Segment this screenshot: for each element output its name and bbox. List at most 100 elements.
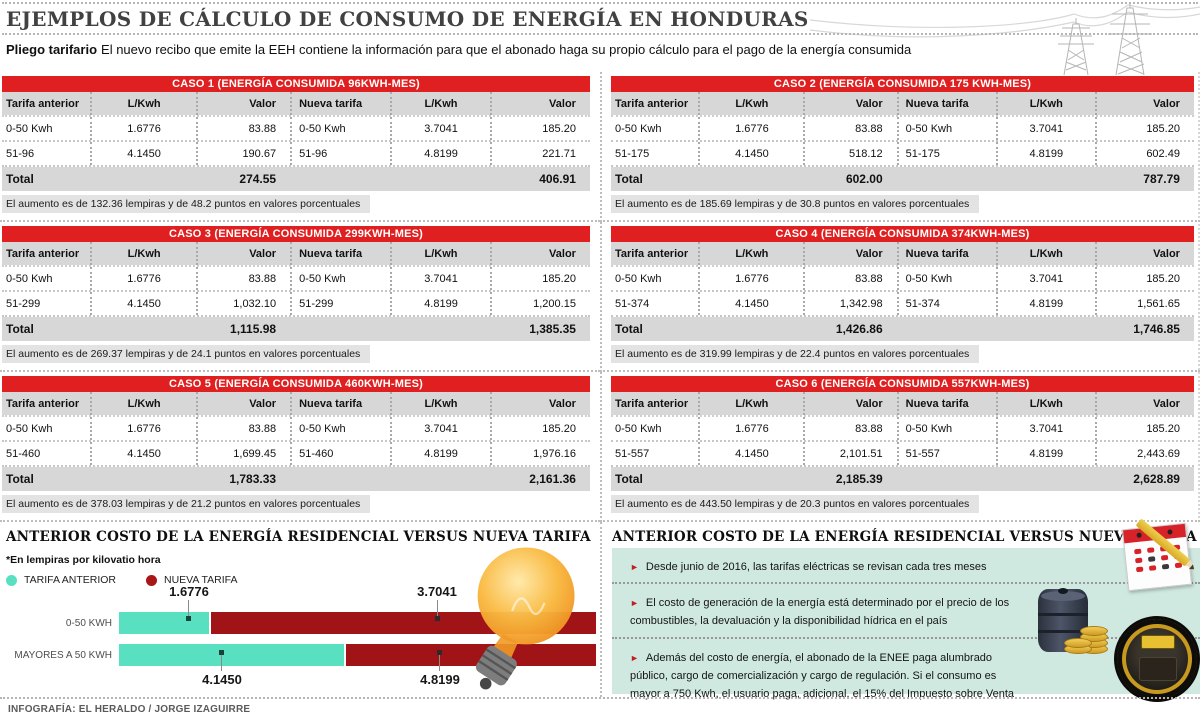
tariff-row: 0-50 Kwh 1.6776 83.88 0-50 Kwh 3.7041 18… (2, 117, 590, 142)
table-cell: 83.88 (196, 267, 290, 290)
case-block: CASO 4 (ENERGÍA CONSUMIDA 374KWH-MES) Ta… (600, 222, 1200, 372)
table-cell: 221.71 (490, 142, 590, 165)
tariff-row: 51-299 4.1450 1,032.10 51-299 4.8199 1,2… (2, 292, 590, 317)
bullet-arrow-icon: ► (630, 562, 639, 572)
total-row: Total 1,783.33 2,161.36 (2, 467, 590, 491)
leader-line (188, 600, 189, 618)
table-cell: 4.8199 (995, 292, 1095, 315)
calendar-pencil-icon (1105, 518, 1197, 602)
table-cell: 4.1450 (698, 442, 803, 465)
fact-text: Desde junio de 2016, las tarifas eléctri… (645, 561, 987, 573)
case-title-bar: CASO 1 (ENERGÍA CONSUMIDA 96KWH-MES) (2, 76, 590, 92)
table-cell: 1.6776 (90, 117, 196, 140)
total-new-value: 406.91 (490, 167, 590, 191)
column-header: Valor (490, 242, 590, 265)
empty-cell (995, 317, 1095, 341)
legend-dot-new-icon (146, 574, 157, 586)
table-cell: 4.8199 (390, 142, 490, 165)
table-cell: 0-50 Kwh (615, 423, 662, 435)
empty-cell (698, 167, 804, 191)
table-cell: 0-50 Kwh (896, 267, 996, 290)
leader-line (439, 654, 440, 671)
fact-text: Además del costo de energía, el abonado … (630, 651, 1015, 700)
electric-meter-icon (1114, 616, 1200, 702)
total-row: Total 274.55 406.91 (2, 167, 590, 191)
empty-cell (390, 167, 490, 191)
table-cell: 0-50 Kwh (290, 267, 390, 290)
table-cell: 0-50 Kwh (6, 273, 53, 285)
bar-row: 0-50 KWH (0, 612, 596, 634)
table-cell: 83.88 (196, 417, 290, 440)
column-header: L/Kwh (995, 392, 1095, 415)
table-cell: 1,976.16 (490, 442, 590, 465)
leader-dot (219, 650, 224, 655)
tariff-row: 0-50 Kwh 1.6776 83.88 0-50 Kwh 3.7041 18… (2, 417, 590, 442)
increase-note-line: El aumento es de 319.99 lempiras y de 22… (611, 344, 1194, 363)
table-cell: 51-175 (896, 142, 996, 165)
table-cell: 3.7041 (390, 267, 490, 290)
leader-dot (437, 650, 442, 655)
case-title: CASO 1 (ENERGÍA CONSUMIDA 96KWH-MES) (172, 78, 420, 90)
column-header: Tarifa anterior (2, 92, 91, 115)
column-header: L/Kwh (995, 92, 1095, 115)
empty-cell (90, 167, 197, 191)
table-cell: 4.8199 (995, 442, 1095, 465)
table-cell: 4.8199 (995, 142, 1095, 165)
leader-dot (186, 616, 191, 621)
table-cell: 51-96 (290, 142, 390, 165)
column-header: L/Kwh (995, 242, 1095, 265)
total-label: Total (2, 167, 91, 191)
column-header: Valor (196, 242, 291, 265)
column-header: Nueva tarifa (896, 392, 996, 415)
table-cell: 185.20 (1094, 417, 1194, 440)
table-cell: 3.7041 (390, 417, 490, 440)
bullet-arrow-icon: ► (630, 598, 639, 609)
facts-panel: ANTERIOR COSTO DE LA ENERGÍA RESIDENCIAL… (600, 518, 1200, 702)
table-cell: 2,443.69 (1094, 442, 1194, 465)
case-block: CASO 5 (ENERGÍA CONSUMIDA 460KWH-MES) Ta… (0, 372, 600, 522)
value-label: 4.1450 (202, 672, 242, 687)
table-cell: 0-50 Kwh (896, 117, 996, 140)
legend-item-new: NUEVA TARIFA (146, 574, 238, 586)
legend-label-new: NUEVA TARIFA (164, 574, 238, 586)
table-cell: 3.7041 (995, 417, 1095, 440)
total-new-value: 1,385.35 (490, 317, 590, 341)
chart-bars: 0-50 KWH MAYORES A 50 KWH (0, 612, 596, 676)
column-header: Valor (803, 392, 897, 415)
header-band: EJEMPLOS DE CÁLCULO DE CONSUMO DE ENERGÍ… (0, 2, 1200, 72)
value-label: 4.8199 (420, 672, 460, 687)
leader-line (437, 600, 438, 618)
subtitle-text: El nuevo recibo que emite la EEH contien… (101, 42, 912, 57)
table-cell: 83.88 (803, 267, 896, 290)
table-cell: 185.20 (1094, 117, 1194, 140)
page-title: EJEMPLOS DE CÁLCULO DE CONSUMO DE ENERGÍ… (6, 7, 809, 31)
table-cell: 185.20 (490, 117, 590, 140)
increase-note-line: El aumento es de 378.03 lempiras y de 21… (2, 494, 590, 513)
facts-title: ANTERIOR COSTO DE LA ENERGÍA RESIDENCIAL… (612, 529, 1197, 545)
column-header: Tarifa anterior (611, 392, 699, 415)
total-label: Total (2, 317, 91, 341)
total-new-value: 1,746.85 (1094, 317, 1194, 341)
empty-cell (290, 167, 391, 191)
table-cell: 4.1450 (90, 292, 196, 315)
fact-text: El costo de generación de la energía est… (630, 597, 1010, 628)
empty-cell (896, 167, 996, 191)
tariff-row: 51-374 4.1450 1,342.98 51-374 4.8199 1,5… (611, 292, 1194, 317)
table-cell: 185.20 (1094, 267, 1194, 290)
case-title-bar: CASO 5 (ENERGÍA CONSUMIDA 460KWH-MES) (2, 376, 590, 392)
case-title: CASO 4 (ENERGÍA CONSUMIDA 374KWH-MES) (775, 228, 1030, 240)
increase-note-line: El aumento es de 269.37 lempiras y de 24… (2, 344, 590, 363)
tariff-row: 51-96 4.1450 190.67 51-96 4.8199 221.71 (2, 142, 590, 167)
table-cell: 1,561.65 (1094, 292, 1194, 315)
tariff-row: 0-50 Kwh 1.6776 83.88 0-50 Kwh 3.7041 18… (611, 117, 1194, 142)
column-header: L/Kwh (390, 392, 490, 415)
tariff-row: 0-50 Kwh 1.6776 83.88 0-50 Kwh 3.7041 18… (2, 267, 590, 292)
table-cell: 51-557 (615, 448, 650, 460)
cases-grid: CASO 1 (ENERGÍA CONSUMIDA 96KWH-MES) Tar… (0, 72, 1200, 522)
table-cell: 0-50 Kwh (290, 117, 390, 140)
increase-note-line: El aumento es de 185.69 lempiras y de 30… (611, 194, 1194, 213)
table-cell: 51-96 (6, 148, 35, 160)
credit-line: INFOGRAFÍA: EL HERALDO / JORGE IZAGUIRRE (8, 704, 251, 715)
table-cell: 51-557 (896, 442, 996, 465)
increase-note: El aumento es de 185.69 lempiras y de 30… (611, 195, 980, 213)
